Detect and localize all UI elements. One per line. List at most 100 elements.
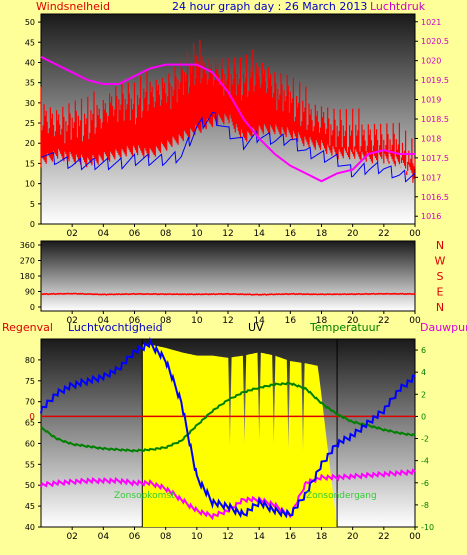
compass-label-n: N — [436, 301, 444, 314]
wind-xtick-label: 12 — [222, 229, 233, 239]
pressure-ytick-label: 1020 — [421, 57, 441, 66]
wind-ytick-label: 45 — [25, 38, 35, 47]
temperature-ytick-label: 2 — [421, 390, 426, 399]
pressure-ytick-label: 1016 — [421, 212, 441, 221]
pressure-ytick-label: 1019 — [421, 96, 441, 105]
wind-ytick-label: 25 — [25, 119, 35, 128]
pressure-ytick-label: 1017.5 — [421, 154, 449, 163]
climate-xtick-label: 02 — [66, 532, 77, 542]
wind-xtick-label: 02 — [66, 229, 77, 239]
wind-ytick-label: 30 — [25, 99, 35, 108]
climate-xtick-label: 08 — [160, 532, 172, 542]
compass-label-s: S — [437, 270, 444, 283]
compass-label-e: E — [437, 286, 444, 299]
climate-xtick-label: 14 — [253, 532, 265, 542]
direction-xtick-label: 06 — [129, 316, 141, 326]
direction-xtick-label: 22 — [378, 316, 389, 326]
direction-ytick-label: 0 — [30, 303, 35, 312]
direction-ytick-label: 270 — [20, 257, 35, 266]
temperature-ytick-label: 6 — [421, 346, 426, 355]
wind-ytick-label: 50 — [25, 18, 35, 27]
climate-xtick-label: 16 — [285, 532, 297, 542]
climate-xtick-label: 06 — [129, 532, 141, 542]
wind-xtick-label: 08 — [160, 229, 172, 239]
temperature-line — [40, 381, 416, 453]
wind-speed-label: Windsnelheid — [36, 0, 110, 13]
pressure-ytick-label: 1021 — [421, 18, 441, 27]
direction-xtick-label: 00 — [409, 316, 421, 326]
wind-xtick-label: 20 — [347, 229, 359, 239]
direction-xtick-label: 18 — [316, 316, 328, 326]
climate-xtick-label: 10 — [191, 532, 203, 542]
wind-ytick-label: 20 — [25, 139, 35, 148]
temperature-ytick-label: 0 — [421, 412, 426, 421]
pressure-ytick-label: 1016.5 — [421, 193, 449, 202]
wind-ytick-label: 15 — [25, 159, 35, 168]
wind-gust-band — [40, 39, 416, 183]
pressure-ytick-label: 1020.5 — [421, 37, 449, 46]
climate-xtick-label: 04 — [98, 532, 110, 542]
wind-ytick-label: 5 — [30, 200, 35, 209]
dewpoint-label: Dauwpunt — [420, 321, 467, 334]
pressure-line — [40, 55, 415, 183]
temperature-label: Temperatuur — [309, 321, 381, 334]
pressure-ytick-label: 1018 — [421, 134, 441, 143]
direction-ytick-label: 90 — [25, 288, 35, 297]
compass-label-w: W — [435, 255, 446, 268]
direction-xtick-label: 10 — [191, 316, 203, 326]
direction-ytick-label: 180 — [20, 272, 35, 281]
humidity-ytick-label: 75 — [25, 377, 35, 386]
wind-xtick-label: 04 — [98, 229, 110, 239]
temperature-ytick-label: -10 — [421, 523, 434, 532]
wind-ytick-label: 40 — [25, 58, 35, 67]
pressure-ytick-label: 1018.5 — [421, 115, 449, 124]
humidity-ytick-label: 70 — [25, 398, 35, 407]
temperature-ytick-label: -8 — [421, 501, 429, 510]
wind-ytick-label: 35 — [25, 79, 35, 88]
humidity-ytick-label: 45 — [25, 502, 35, 511]
wind-xtick-label: 14 — [253, 229, 265, 239]
temperature-ytick-label: -4 — [421, 457, 429, 466]
direction-plot-area — [40, 240, 416, 312]
climate-xtick-label: 00 — [409, 532, 421, 542]
wind-xtick-label: 22 — [378, 229, 389, 239]
direction-xtick-label: 14 — [253, 316, 265, 326]
wind-xtick-label: 00 — [409, 229, 421, 239]
humidity-ytick-label: 60 — [25, 439, 35, 448]
dewpoint-line — [40, 468, 416, 521]
direction-xtick-label: 12 — [222, 316, 233, 326]
climate-xtick-label: 22 — [378, 532, 389, 542]
wind-ytick-label: 0 — [30, 220, 35, 229]
sunrise-label: Zonsopkomst — [114, 491, 175, 501]
wind-ytick-label: 10 — [25, 180, 35, 189]
humidity-ytick-label: 55 — [25, 460, 35, 469]
pressure-label: Luchtdruk — [370, 0, 426, 13]
temperature-ytick-label: -6 — [421, 479, 429, 488]
rain-label: Regenval — [2, 321, 53, 334]
wind-average-line — [40, 112, 416, 183]
wind-xtick-label: 06 — [129, 229, 141, 239]
humidity-ytick-label: 50 — [25, 481, 35, 490]
temperature-ytick-label: 4 — [421, 368, 426, 377]
direction-xtick-label: 04 — [98, 316, 110, 326]
pressure-ytick-label: 1019.5 — [421, 76, 449, 85]
direction-xtick-label: 16 — [285, 316, 297, 326]
uv-area — [142, 344, 338, 527]
rain-value: 0 — [29, 412, 35, 422]
wind-xtick-label: 18 — [316, 229, 328, 239]
sunset-label: Zonsondergang — [306, 491, 377, 501]
direction-xtick-label: 02 — [66, 316, 77, 326]
direction-xtick-label: 08 — [160, 316, 172, 326]
uv-label: UV — [248, 321, 264, 334]
compass-label-n: N — [436, 239, 444, 252]
humidity-label: Luchtvochtigheid — [68, 321, 163, 334]
wind-xtick-label: 10 — [191, 229, 203, 239]
direction-xtick-label: 20 — [347, 316, 359, 326]
temperature-ytick-label: -2 — [421, 435, 429, 444]
climate-xtick-label: 18 — [316, 532, 328, 542]
pressure-ytick-label: 1017 — [421, 173, 441, 182]
humidity-ytick-label: 65 — [25, 419, 35, 428]
direction-ytick-label: 360 — [20, 241, 35, 250]
climate-xtick-label: 12 — [222, 532, 233, 542]
